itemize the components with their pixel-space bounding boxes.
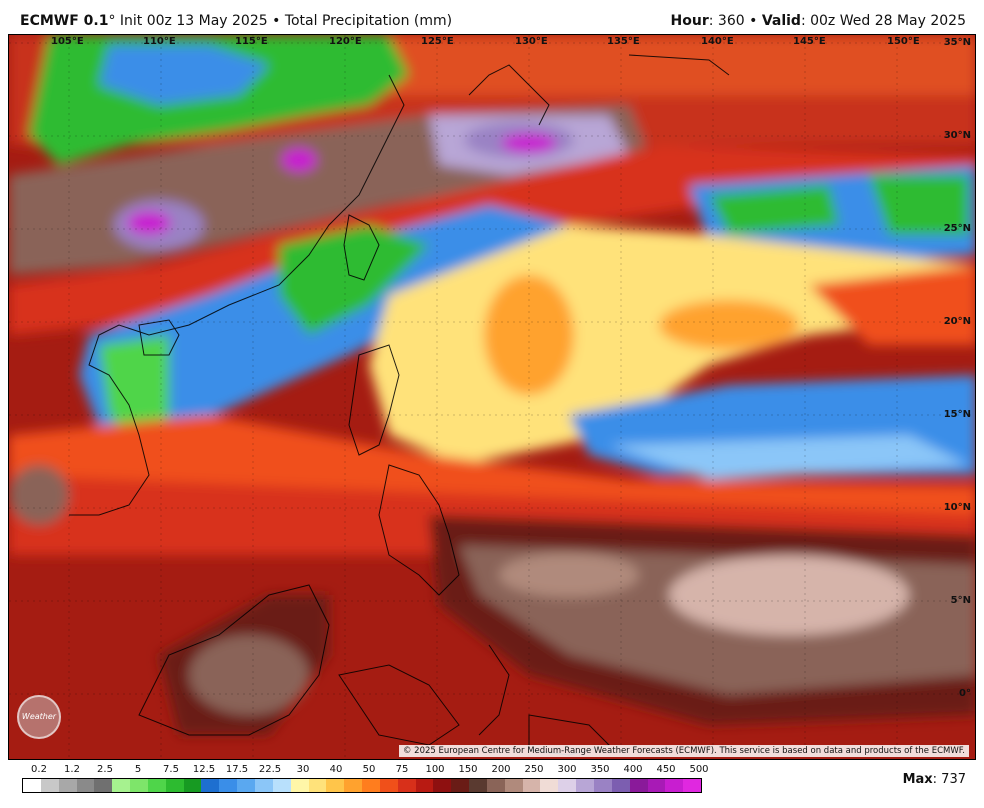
valid-label: Valid bbox=[761, 13, 801, 29]
lon-label-115e: 115°E bbox=[235, 36, 268, 47]
legend-swatch bbox=[486, 779, 505, 792]
legend-swatch bbox=[379, 779, 398, 792]
lat-label-30n: 30°N bbox=[943, 130, 971, 141]
lat-label-0: 0° bbox=[959, 688, 971, 699]
legend-tick-label: 50 bbox=[362, 764, 376, 775]
legend-swatch bbox=[112, 779, 131, 792]
legend-tick-label: 12.5 bbox=[192, 764, 216, 775]
legend-swatch bbox=[130, 779, 148, 792]
legend-swatch bbox=[629, 779, 648, 792]
legend-swatch bbox=[272, 779, 291, 792]
legend-swatch bbox=[415, 779, 434, 792]
legend-tick-label: 7.5 bbox=[163, 764, 179, 775]
lat-label-25n: 25°N bbox=[943, 223, 971, 234]
legend-swatch bbox=[58, 779, 77, 792]
legend-tick-label: 75 bbox=[395, 764, 409, 775]
lon-label-105e: 105°E bbox=[51, 36, 84, 47]
lon-label-120e: 120°E bbox=[329, 36, 362, 47]
legend-swatch bbox=[23, 779, 41, 792]
legend-tick-label: 100 bbox=[425, 764, 445, 775]
legend-swatch bbox=[219, 779, 238, 792]
legend-swatch bbox=[362, 779, 380, 792]
legend-tick-label: 0.2 bbox=[31, 764, 47, 775]
map-title: ECMWF 0.1° Init 00z 13 May 2025 • Total … bbox=[20, 13, 453, 29]
lat-label-20n: 20°N bbox=[943, 316, 971, 327]
legend-swatch bbox=[290, 779, 309, 792]
legend-swatch bbox=[165, 779, 184, 792]
valid-time: Hour: 360 • Valid: 00z Wed 28 May 2025 bbox=[670, 13, 966, 29]
weather-logo: Weather bbox=[17, 695, 61, 739]
lat-label-15n: 15°N bbox=[943, 409, 971, 420]
graticule bbox=[9, 35, 975, 759]
legend-swatch bbox=[397, 779, 416, 792]
lat-label-35n: 35°N bbox=[943, 37, 971, 48]
model-name: ECMWF 0.1 bbox=[20, 13, 109, 29]
legend-tick-label: 30 bbox=[296, 764, 310, 775]
legend-tick-label: 350 bbox=[590, 764, 610, 775]
lon-label-130e: 130°E bbox=[515, 36, 548, 47]
lon-label-150e: 150°E bbox=[887, 36, 920, 47]
legend-swatch bbox=[308, 779, 327, 792]
hour-value: : 360 bbox=[708, 13, 745, 29]
legend-tick-label: 150 bbox=[458, 764, 478, 775]
legend-swatch bbox=[504, 779, 523, 792]
legend-tick-label: 1.2 bbox=[64, 764, 80, 775]
legend-tick-label: 450 bbox=[656, 764, 676, 775]
legend-swatch bbox=[558, 779, 577, 792]
lon-label-140e: 140°E bbox=[701, 36, 734, 47]
legend-swatch bbox=[433, 779, 452, 792]
precipitation-map[interactable]: 105°E 110°E 115°E 120°E 125°E 130°E 135°… bbox=[8, 34, 976, 760]
coastlines bbox=[69, 54, 730, 756]
legend-tick-label: 500 bbox=[689, 764, 709, 775]
product-name: Total Precipitation (mm) bbox=[284, 13, 453, 29]
legend-swatch bbox=[594, 779, 612, 792]
header: ECMWF 0.1° Init 00z 13 May 2025 • Total … bbox=[0, 0, 984, 34]
lon-label-145e: 145°E bbox=[793, 36, 826, 47]
legend-swatch bbox=[326, 779, 345, 792]
legend-swatch bbox=[201, 779, 220, 792]
lon-label-110e: 110°E bbox=[143, 36, 176, 47]
legend-swatch bbox=[469, 779, 487, 792]
legend-tick-label: 40 bbox=[329, 764, 343, 775]
legend-swatch bbox=[540, 779, 559, 792]
color-legend: 0.2 1.2 2.5 5 7.5 12.5 17.5 22.5 30 40 50 75 100 150 2… bbox=[22, 764, 709, 804]
lat-label-5n: 5°N bbox=[950, 595, 971, 606]
legend-tick-label: 17.5 bbox=[225, 764, 249, 775]
max-label: Max bbox=[902, 772, 933, 787]
legend-swatch bbox=[611, 779, 630, 792]
legend-tick-label: 400 bbox=[623, 764, 643, 775]
legend-swatch bbox=[237, 779, 255, 792]
legend-swatch bbox=[344, 779, 363, 792]
precip-field bbox=[9, 35, 975, 759]
lon-label-135e: 135°E bbox=[607, 36, 640, 47]
legend-tick-label: 200 bbox=[491, 764, 511, 775]
legend-tick-label: 2.5 bbox=[97, 764, 113, 775]
init-time: Init 00z 13 May 2025 bbox=[119, 13, 268, 29]
valid-value: : 00z Wed 28 May 2025 bbox=[800, 13, 966, 29]
legend-swatch bbox=[94, 779, 113, 792]
legend-swatch bbox=[254, 779, 273, 792]
max-number: : 737 bbox=[932, 772, 966, 787]
legend-tick-label: 300 bbox=[557, 764, 577, 775]
legend-tick-label: 22.5 bbox=[258, 764, 282, 775]
legend-swatch bbox=[183, 779, 202, 792]
legend-swatch bbox=[522, 779, 541, 792]
legend-swatch bbox=[451, 779, 470, 792]
legend-swatch bbox=[647, 779, 666, 792]
max-value: Max: 737 bbox=[903, 772, 966, 787]
lon-label-125e: 125°E bbox=[421, 36, 454, 47]
legend-swatch bbox=[665, 779, 684, 792]
legend-swatch bbox=[147, 779, 166, 792]
lat-label-10n: 10°N bbox=[943, 502, 971, 513]
legend-color-bar bbox=[22, 778, 702, 793]
hour-label: Hour bbox=[670, 13, 709, 29]
legend-swatch bbox=[76, 779, 95, 792]
legend-swatch bbox=[683, 779, 702, 792]
legend-swatch bbox=[576, 779, 594, 792]
legend-tick-label: 5 bbox=[134, 764, 142, 775]
legend-ticks: 0.2 1.2 2.5 5 7.5 12.5 17.5 22.5 30 40 50 75 100 150 2… bbox=[22, 764, 709, 778]
legend-tick-label: 250 bbox=[524, 764, 544, 775]
legend-swatch bbox=[40, 779, 59, 792]
copyright-notice: © 2025 European Centre for Medium-Range … bbox=[398, 745, 969, 757]
